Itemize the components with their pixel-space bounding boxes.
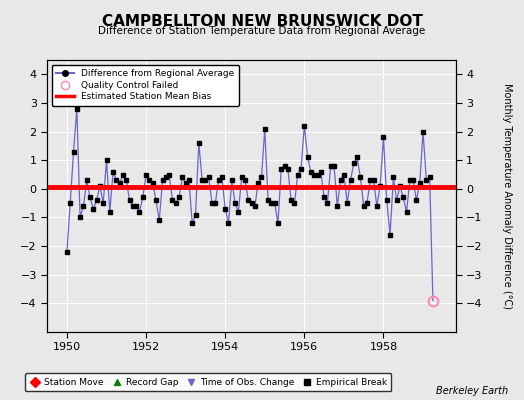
Y-axis label: Monthly Temperature Anomaly Difference (°C): Monthly Temperature Anomaly Difference (… <box>502 83 512 309</box>
Text: Berkeley Earth: Berkeley Earth <box>436 386 508 396</box>
Legend: Difference from Regional Average, Quality Control Failed, Estimated Station Mean: Difference from Regional Average, Qualit… <box>52 64 239 106</box>
Legend: Station Move, Record Gap, Time of Obs. Change, Empirical Break: Station Move, Record Gap, Time of Obs. C… <box>26 374 391 392</box>
Text: CAMPBELLTON NEW BRUNSWICK DOT: CAMPBELLTON NEW BRUNSWICK DOT <box>102 14 422 29</box>
Text: Difference of Station Temperature Data from Regional Average: Difference of Station Temperature Data f… <box>99 26 425 36</box>
